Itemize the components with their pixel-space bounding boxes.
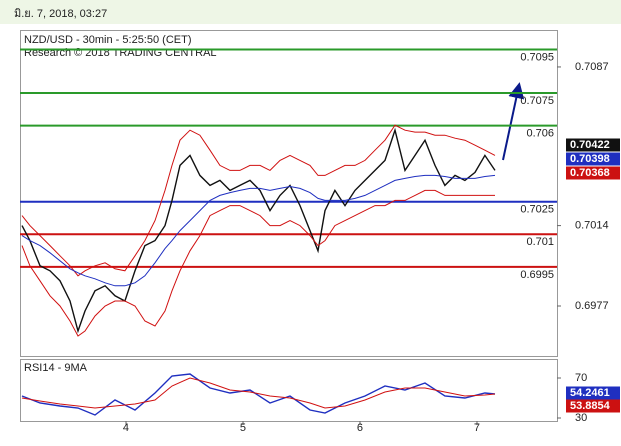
rsi-title: RSI14 - 9MA	[24, 362, 88, 374]
y-tick-label: 70	[575, 372, 587, 384]
price-panel	[20, 30, 558, 357]
price-tag-label: 0.70398	[570, 153, 610, 165]
y-tick-label: 0.7014	[575, 220, 609, 232]
price-tag	[566, 166, 620, 180]
y-tick-label: 0.6977	[575, 300, 609, 312]
level-label: 0.706	[526, 128, 554, 140]
price-tag-label: 54.2461	[570, 387, 610, 399]
level-label: 0.7075	[520, 95, 554, 107]
x-tick-label: 5	[240, 422, 246, 434]
price-tag-label: 0.70422	[570, 139, 610, 151]
series-line	[21, 124, 496, 277]
series-line	[21, 373, 496, 416]
series-line	[21, 377, 496, 409]
y-tick-label: 0.7087	[575, 61, 609, 73]
price-tag-label: 0.70368	[570, 167, 610, 179]
level-label: 0.7095	[520, 51, 554, 63]
price-tag	[566, 399, 620, 413]
level-label: 0.701	[526, 236, 554, 248]
x-tick-label: 6	[357, 422, 363, 434]
series-line	[21, 174, 496, 287]
header-date: มิ.ย. 7, 2018, 03:27	[14, 8, 107, 20]
x-tick-label: 4	[123, 422, 129, 434]
series-line	[21, 189, 495, 337]
header-bar	[0, 0, 621, 24]
level-label: 0.7025	[520, 204, 554, 216]
price-tag	[566, 138, 620, 152]
chart-title: NZD/USD - 30min - 5:25:50 (CET)	[24, 34, 191, 46]
x-tick-label: 7	[474, 422, 480, 434]
price-tag	[566, 152, 620, 166]
rsi-panel	[20, 359, 558, 422]
level-label: 0.6995	[520, 269, 554, 281]
y-tick-label: 30	[575, 412, 587, 424]
price-tag	[566, 386, 620, 400]
series-line	[21, 127, 496, 334]
price-tag-label: 53.8854	[570, 400, 611, 412]
